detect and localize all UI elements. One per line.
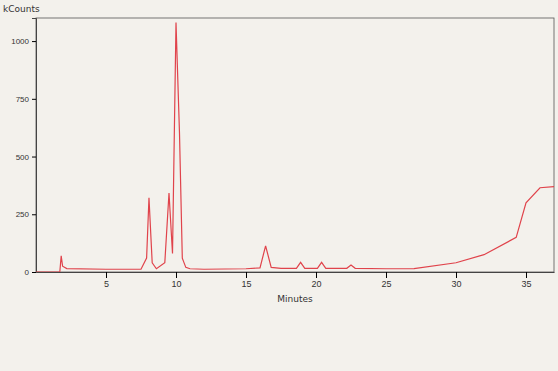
- x-tick-label: 5: [104, 279, 109, 289]
- y-tick-label: 750: [16, 95, 30, 104]
- x-tick-mark: [526, 272, 527, 278]
- x-tick-mark: [386, 272, 387, 278]
- chromatogram-trace: [36, 23, 554, 272]
- y-axis-title: kCounts: [3, 4, 40, 14]
- chart: 5 10 15 20 25 30 35 0 250 500 750 1000 kCounts Minute…: [0, 0, 558, 371]
- x-tick-mark: [246, 272, 247, 278]
- x-tick-mark: [106, 272, 107, 278]
- x-tick-label: 15: [241, 279, 251, 289]
- y-tick-mark: [32, 157, 36, 158]
- x-tick-label: 35: [521, 279, 531, 289]
- y-axis: 0 250 500 750 1000: [11, 19, 36, 278]
- trace-group: [36, 23, 554, 272]
- y-tick: 500: [16, 153, 36, 162]
- x-tick: 5: [104, 272, 109, 289]
- x-tick: 10: [171, 272, 181, 289]
- x-tick-mark: [176, 272, 177, 278]
- x-tick-label: 10: [171, 279, 181, 289]
- y-tick: 750: [16, 95, 36, 104]
- y-axis-line: [32, 19, 37, 273]
- x-tick-mark: [316, 272, 317, 278]
- x-tick-label: 25: [381, 279, 391, 289]
- y-tick-mark: [32, 41, 36, 42]
- y-tick-mark: [32, 214, 36, 215]
- x-tick: 30: [451, 272, 461, 289]
- x-tick: 20: [311, 272, 321, 289]
- x-tick: 15: [241, 272, 251, 289]
- y-tick-label: 0: [25, 268, 30, 277]
- y-tick: 250: [16, 210, 36, 219]
- x-tick-label: 20: [311, 279, 321, 289]
- x-tick-mark: [456, 272, 457, 278]
- y-tick-label: 500: [16, 153, 30, 162]
- plot: 5 10 15 20 25 30 35 0 250 500 750 1000: [11, 18, 554, 289]
- x-axis-title: Minutes: [277, 294, 313, 304]
- x-tick: 25: [381, 272, 391, 289]
- y-tick-mark: [32, 272, 36, 273]
- y-tick: 0: [25, 268, 36, 277]
- x-axis: 5 10 15 20 25 30 35: [37, 272, 555, 289]
- x-tick: 35: [521, 272, 531, 289]
- x-tick-label: 30: [451, 279, 461, 289]
- y-tick-mark: [32, 99, 36, 100]
- x-axis-line: [37, 272, 555, 273]
- y-tick-label: 250: [16, 210, 30, 219]
- y-tick-label: 1000: [11, 37, 29, 46]
- plot-frame: [36, 18, 554, 272]
- y-tick: 1000: [11, 37, 36, 46]
